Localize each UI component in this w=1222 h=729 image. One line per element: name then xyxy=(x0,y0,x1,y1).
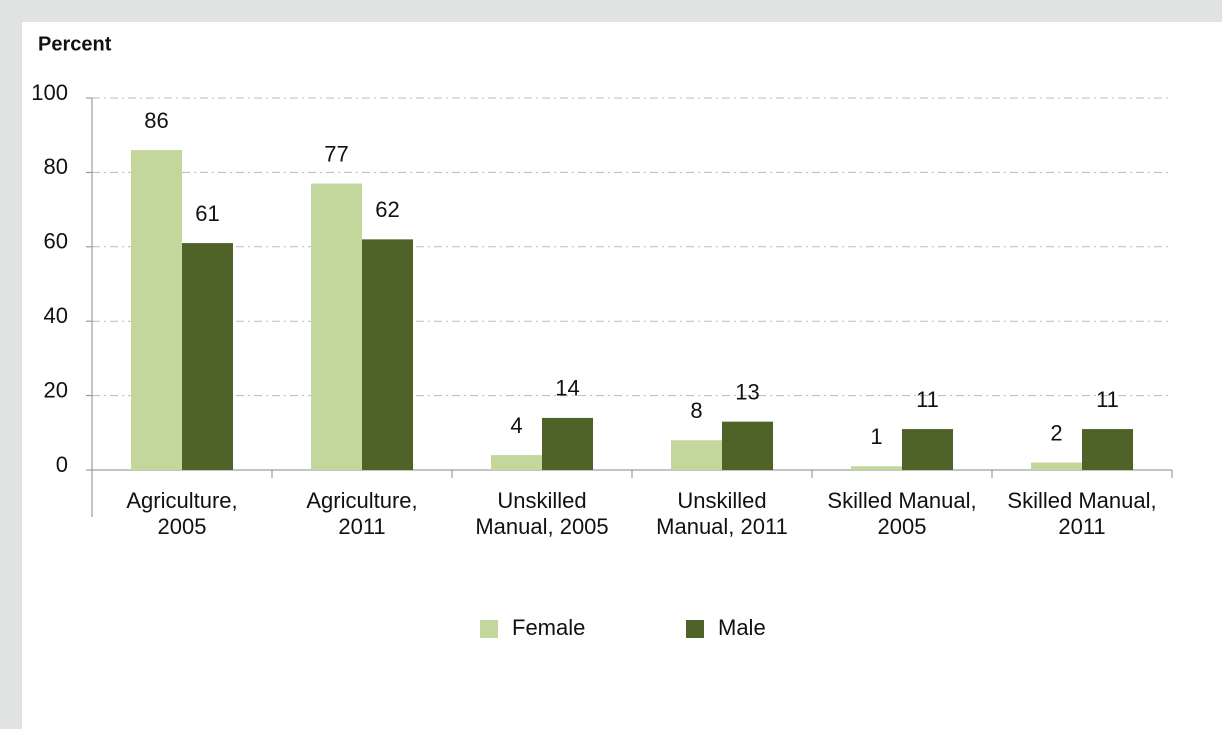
legend-swatch xyxy=(480,620,498,638)
legend-label: Male xyxy=(718,615,766,640)
x-tick-label: Skilled Manual, 2011 xyxy=(1007,488,1157,539)
x-tick-label: Unskilled Manual, 2005 xyxy=(475,488,609,539)
value-label: 11 xyxy=(916,387,939,412)
x-tick-label: Unskilled Manual, 2011 xyxy=(656,488,788,539)
value-label: 4 xyxy=(510,413,522,438)
bar xyxy=(362,239,413,470)
value-label: 61 xyxy=(195,201,219,226)
y-tick-label: 60 xyxy=(44,229,68,254)
bar xyxy=(722,421,773,470)
bar xyxy=(542,417,593,470)
value-label: 77 xyxy=(324,141,348,166)
legend-label: Female xyxy=(512,615,585,640)
y-tick-label: 80 xyxy=(44,154,68,179)
bar xyxy=(311,183,362,470)
y-tick-label: 40 xyxy=(44,303,68,328)
y-tick-label: 0 xyxy=(56,452,68,477)
value-label: 13 xyxy=(735,379,759,404)
bar xyxy=(182,243,233,470)
legend-swatch xyxy=(686,620,704,638)
value-label: 14 xyxy=(555,376,579,401)
x-tick-label: Agriculture, 2011 xyxy=(306,488,418,539)
value-label: 8 xyxy=(690,398,702,423)
x-tick-label: Skilled Manual, 2005 xyxy=(827,488,977,539)
value-label: 62 xyxy=(375,197,399,222)
bar xyxy=(851,466,902,470)
y-tick-label: 20 xyxy=(44,377,68,402)
bar xyxy=(902,429,953,470)
bar xyxy=(1082,429,1133,470)
value-label: 86 xyxy=(144,108,168,133)
x-tick-label: Agriculture, 2005 xyxy=(126,488,238,539)
value-label: 1 xyxy=(870,424,882,449)
value-label: 11 xyxy=(1096,387,1119,412)
bar xyxy=(131,150,182,470)
bar xyxy=(1031,462,1082,470)
chart-title: Percent xyxy=(38,33,112,55)
bar xyxy=(491,455,542,470)
value-label: 2 xyxy=(1050,420,1062,445)
y-tick-label: 100 xyxy=(31,80,68,105)
bar xyxy=(671,440,722,470)
